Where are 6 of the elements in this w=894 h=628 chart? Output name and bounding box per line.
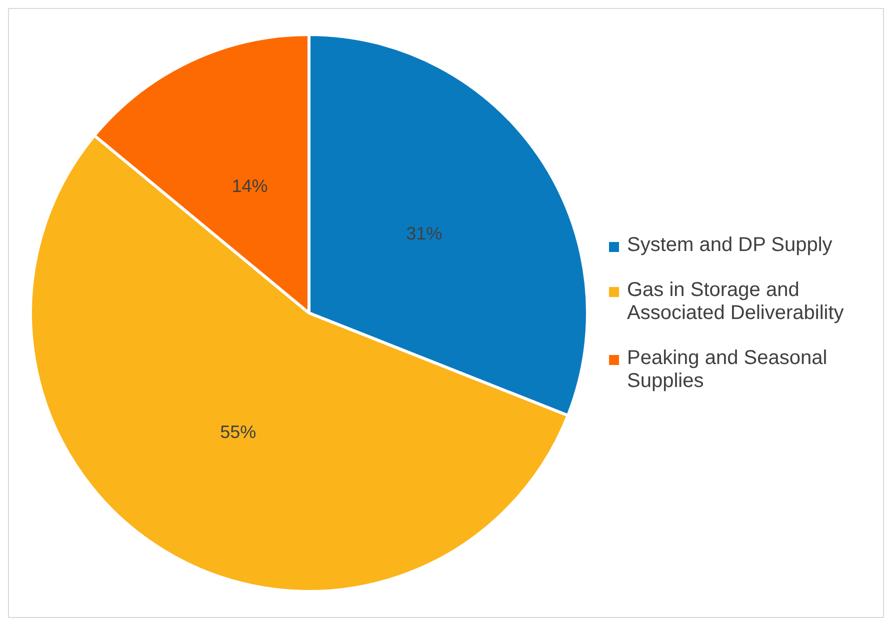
- data-label: 31%: [406, 224, 442, 244]
- legend-label: Gas in Storage and Associated Deliverability: [627, 278, 845, 324]
- legend-label: Peaking and Seasonal Supplies: [627, 346, 828, 392]
- data-label: 14%: [232, 176, 268, 196]
- data-label: 55%: [220, 422, 256, 442]
- legend-label: System and DP Supply: [627, 234, 832, 256]
